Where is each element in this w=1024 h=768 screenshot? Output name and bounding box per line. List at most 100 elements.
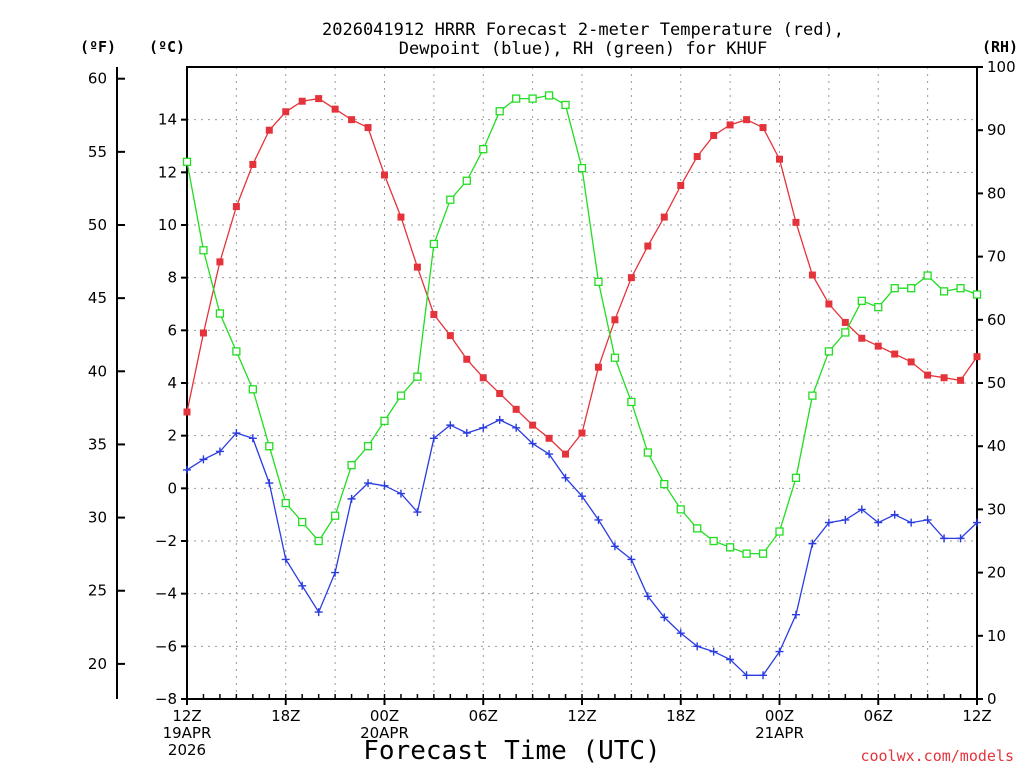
dewpoint-point bbox=[956, 534, 965, 543]
temperature-point bbox=[430, 311, 438, 319]
fahrenheit-tick-label: 30 bbox=[88, 509, 107, 527]
x-tick-label: 06Z bbox=[469, 707, 498, 725]
x-tick-label: 18Z bbox=[271, 707, 300, 725]
rh-point bbox=[972, 290, 982, 299]
dewpoint-point bbox=[824, 518, 833, 527]
celsius-tick-label: 12 bbox=[158, 163, 177, 181]
temperature-point bbox=[496, 390, 504, 398]
temperature-point bbox=[808, 271, 816, 279]
dewpoint-point bbox=[183, 465, 191, 474]
dewpoint-point bbox=[364, 479, 373, 488]
rh-point bbox=[512, 94, 521, 103]
rh-point bbox=[182, 157, 192, 166]
dewpoint-point bbox=[265, 479, 274, 488]
dewpoint-point bbox=[396, 489, 405, 498]
rh-point bbox=[627, 397, 636, 407]
temperature-point bbox=[693, 153, 701, 161]
rh-point bbox=[742, 549, 751, 558]
x-tick-label: 12Z bbox=[567, 707, 596, 725]
rh-unit-label: (RH) bbox=[982, 38, 1018, 56]
dewpoint-point bbox=[578, 492, 586, 501]
celsius-tick-label: 10 bbox=[158, 216, 177, 234]
rh-point bbox=[462, 176, 471, 185]
temperature-point bbox=[348, 116, 356, 124]
rh-point bbox=[232, 347, 241, 356]
rh-point bbox=[528, 94, 537, 103]
temperature-point bbox=[644, 242, 652, 250]
temperature-point bbox=[562, 450, 570, 458]
rh-tick-label: 70 bbox=[987, 248, 1006, 266]
rh-point bbox=[857, 296, 866, 305]
dewpoint-point bbox=[347, 494, 356, 503]
temperature-point bbox=[463, 355, 471, 363]
temperature-point bbox=[512, 405, 520, 413]
temperature-point bbox=[413, 263, 421, 271]
dewpoint-point bbox=[660, 613, 669, 622]
rh-tick-label: 20 bbox=[987, 564, 1006, 582]
temperature-point bbox=[381, 171, 388, 179]
dewpoint-point bbox=[479, 423, 488, 432]
dewpoint-point bbox=[413, 508, 422, 517]
rh-point bbox=[265, 442, 274, 451]
temperature-point bbox=[776, 155, 783, 163]
dewpoint-point bbox=[199, 455, 208, 464]
x-tick-label: 20APR bbox=[360, 724, 409, 742]
x-tick-label: 21APR bbox=[755, 724, 804, 742]
celsius-tick-label: 14 bbox=[158, 111, 177, 129]
rh-point bbox=[281, 498, 290, 508]
temperature-point bbox=[529, 421, 537, 429]
rh-point bbox=[396, 391, 406, 400]
x-tick-label: 06Z bbox=[864, 707, 893, 725]
dewpoint-point bbox=[857, 505, 866, 514]
dewpoint-point bbox=[726, 655, 735, 664]
dewpoint-point bbox=[693, 642, 702, 651]
rh-tick-label: 50 bbox=[987, 374, 1006, 392]
dewpoint-point bbox=[791, 610, 800, 619]
rh-point bbox=[939, 287, 949, 296]
temperature-point bbox=[578, 429, 586, 437]
temperature-point bbox=[199, 329, 207, 337]
axes: 20 25 30 35 40 45 50 55 60 −8 −6 −4 −2 0 2 4 6 8 10 12 14 0 10… bbox=[88, 58, 1016, 759]
fahrenheit-tick-label: 60 bbox=[88, 70, 107, 88]
dewpoint-point bbox=[495, 415, 504, 424]
rh-point bbox=[808, 391, 817, 400]
series-dewpoint bbox=[183, 415, 981, 680]
dewpoint-point bbox=[528, 439, 537, 448]
rh-point bbox=[577, 163, 587, 173]
x-tick-label: 12Z bbox=[172, 707, 201, 725]
dewpoint-point bbox=[627, 555, 636, 564]
temperature-point bbox=[331, 105, 339, 113]
fahrenheit-tick-label: 55 bbox=[88, 143, 107, 161]
temperature-point bbox=[874, 342, 882, 350]
x-tick-label: 12Z bbox=[962, 707, 991, 725]
x-axis-title: Forecast Time (UTC) bbox=[363, 736, 660, 766]
dewpoint-point bbox=[298, 581, 307, 590]
dewpoint-point bbox=[512, 423, 521, 432]
fahrenheit-tick-label: 45 bbox=[88, 289, 107, 307]
celsius-tick-label: −6 bbox=[155, 637, 177, 655]
temperature-point bbox=[792, 218, 800, 226]
series-layer bbox=[182, 91, 982, 680]
rh-point bbox=[824, 347, 834, 356]
series-temperature bbox=[183, 95, 981, 458]
rh-point bbox=[758, 549, 768, 558]
rh-point bbox=[330, 511, 340, 520]
celsius-tick-label: −4 bbox=[155, 585, 177, 603]
dewpoint-point bbox=[676, 629, 685, 638]
fahrenheit-unit-label: (ºF) bbox=[80, 38, 116, 56]
temperature-point bbox=[265, 126, 273, 134]
temperature-point bbox=[677, 182, 685, 189]
watermark: coolwx.com/models bbox=[860, 747, 1014, 765]
x-tick-label: 18Z bbox=[666, 707, 695, 725]
temperature-point bbox=[364, 124, 372, 132]
temperature-point bbox=[660, 213, 668, 221]
dewpoint-point bbox=[841, 515, 850, 524]
rh-tick-label: 80 bbox=[987, 184, 1006, 202]
rh-point bbox=[610, 353, 620, 362]
rh-tick-label: 60 bbox=[987, 311, 1006, 329]
grid bbox=[187, 67, 977, 699]
dewpoint-point bbox=[643, 592, 652, 601]
rh-point bbox=[544, 91, 554, 100]
dewpoint-point bbox=[215, 447, 224, 456]
temperature-point bbox=[627, 274, 635, 282]
